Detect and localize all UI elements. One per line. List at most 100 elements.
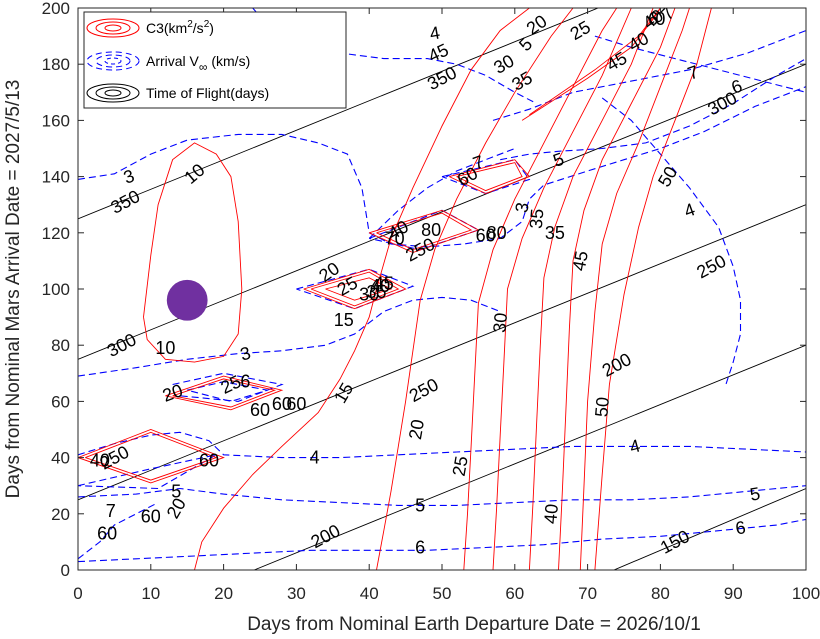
c3-contour-label-38: 40 — [370, 276, 390, 296]
x-tick-label-20: 20 — [214, 584, 233, 603]
c3-contour-label-39: 45 — [374, 273, 394, 293]
vinf-contour-4-2 — [78, 431, 806, 459]
y-tick-label-80: 80 — [51, 336, 70, 355]
x-axis-ticks: 0 10 20 30 40 50 60 70 80 90 100 — [73, 8, 820, 603]
c3-contour-label-36: 30 — [359, 285, 379, 305]
c3-contour-40-21 — [529, 8, 661, 116]
c3-contour-label-25: 70 — [385, 228, 405, 248]
vinf-contour-label-2: 3 — [511, 201, 532, 214]
x-tick-label-60: 60 — [505, 584, 524, 603]
legend-tof-text: Time of Flight(days) — [146, 85, 269, 101]
c3-contour-label-29: 60 — [97, 523, 117, 543]
c3-contour-45-7 — [579, 8, 690, 570]
vinf-contour-3-1 — [78, 296, 501, 377]
c3-contour-label-15: 35 — [545, 223, 565, 243]
legend-c3-swatch — [86, 18, 140, 38]
y-tick-label-140: 140 — [42, 168, 70, 187]
vinf-contour-label-6: 4 — [428, 23, 441, 44]
c3-contour-20-9 — [165, 375, 284, 411]
c3-contour-label-27: 60 — [286, 394, 306, 414]
c3-contour-40-16 — [369, 209, 480, 253]
c3-contour-15-13 — [303, 268, 407, 310]
vinf-contour-6-10 — [172, 372, 284, 402]
c3-contour-label-26: 80 — [421, 220, 441, 240]
c3-contour-40-6 — [558, 8, 676, 570]
c3-contour-20-2 — [376, 8, 574, 570]
c3-contour-label-31: 60 — [199, 450, 219, 470]
c3-contour-30-20 — [521, 8, 661, 121]
x-tick-label-40: 40 — [360, 584, 379, 603]
y-tick-label-200: 200 — [42, 0, 70, 18]
c3-contour-label-1: 10 — [155, 338, 175, 358]
vinf-contour-label-3: 4 — [310, 448, 320, 468]
c3-contour-label-17: 40 — [540, 503, 562, 525]
legend-vinf-text: Arrival V∞ (km/s) — [146, 53, 250, 74]
y-tick-label-40: 40 — [51, 449, 70, 468]
c3-contour-label-32: 60 — [250, 400, 270, 420]
c3-contour-label-10: 25 — [449, 454, 472, 477]
c3-contour-15-1 — [194, 8, 530, 570]
c3-contours — [78, 8, 712, 570]
vinf-contour-7-16 — [368, 147, 515, 239]
tof-contour-350-0 — [78, 8, 600, 220]
c3-contour-label-35: 60 — [272, 394, 292, 414]
y-tick-label-100: 100 — [42, 280, 70, 299]
vinf-contour-label-8: 5 — [748, 483, 761, 504]
optimal-point-dot — [166, 279, 208, 321]
c3-contour-label-37: 35 — [366, 282, 386, 302]
x-tick-label-80: 80 — [651, 584, 670, 603]
x-tick-label-70: 70 — [578, 584, 597, 603]
y-tick-label-0: 0 — [61, 561, 70, 580]
c3-contour-label-2: 15 — [334, 310, 354, 330]
c3-contour-label-33: 80 — [487, 223, 507, 243]
c3-contour-40-11 — [78, 429, 225, 484]
c3-contour-30-4 — [492, 8, 632, 570]
optimal-point-marker — [166, 279, 208, 321]
legend-box — [83, 11, 347, 109]
vinf-contour-label-13: 6 — [734, 517, 747, 538]
c3-contour-label-12: 30 — [489, 312, 511, 334]
vinf-contour-label-7: 5 — [415, 495, 425, 515]
c3-contour-label-20: 45 — [569, 249, 592, 272]
c3-contour-50-8 — [594, 8, 712, 570]
tof-contour-150-4 — [612, 488, 806, 570]
vinf-contour-5-11 — [187, 381, 268, 402]
y-tick-label-120: 120 — [42, 224, 70, 243]
tof-contour-200-3 — [252, 344, 806, 570]
c3-contour-25-3 — [463, 8, 618, 570]
legend-c3-text: C3(km2/s2) — [146, 19, 214, 36]
vinf-contour-6-6 — [78, 518, 806, 563]
c3-contour-20-14 — [310, 271, 400, 307]
c3-contour-label-41: 0 — [655, 9, 665, 29]
vinf-contour-7-8 — [492, 29, 806, 121]
c3-contour-label-22: 50 — [591, 396, 613, 418]
vinf-contour-label-10: 5 — [171, 481, 181, 501]
vinf-contour-label-12: 6 — [415, 538, 425, 558]
vinf-contour-label-15: 6 — [240, 372, 250, 392]
y-tick-label-160: 160 — [42, 111, 70, 130]
c3-contour-label-6: 20 — [405, 418, 428, 441]
vinf-contour-7-9 — [78, 502, 159, 560]
x-axis-label: Days from Nominal Earth Departure Date =… — [247, 614, 701, 635]
c3-contour-label-30: 60 — [141, 507, 161, 527]
c3-contour-label-14: 35 — [526, 208, 548, 230]
vinf-contour-6-12 — [369, 209, 480, 251]
vinf-contour-label-19: 7 — [106, 501, 116, 521]
x-tick-label-90: 90 — [724, 584, 743, 603]
y-tick-label-20: 20 — [51, 505, 70, 524]
x-tick-label-100: 100 — [792, 584, 820, 603]
x-tick-label-10: 10 — [141, 584, 160, 603]
c3-contour-60-19 — [456, 162, 523, 192]
c3-contour-60-18 — [449, 159, 531, 194]
c3-contour-40-17 — [376, 212, 473, 251]
vinf-contour-label-16: 6 — [648, 9, 658, 29]
x-tick-label-0: 0 — [73, 584, 82, 603]
c3-contour-label-28: 40 — [90, 450, 110, 470]
vinf-contour-6-13 — [441, 159, 531, 195]
y-tick-label-60: 60 — [51, 392, 70, 411]
vinf-contour-label-1: 3 — [238, 343, 253, 365]
y-axis-label: Days from Nominal Mars Arrival Date = 20… — [3, 80, 24, 499]
c3-contour-10-0 — [143, 142, 243, 363]
